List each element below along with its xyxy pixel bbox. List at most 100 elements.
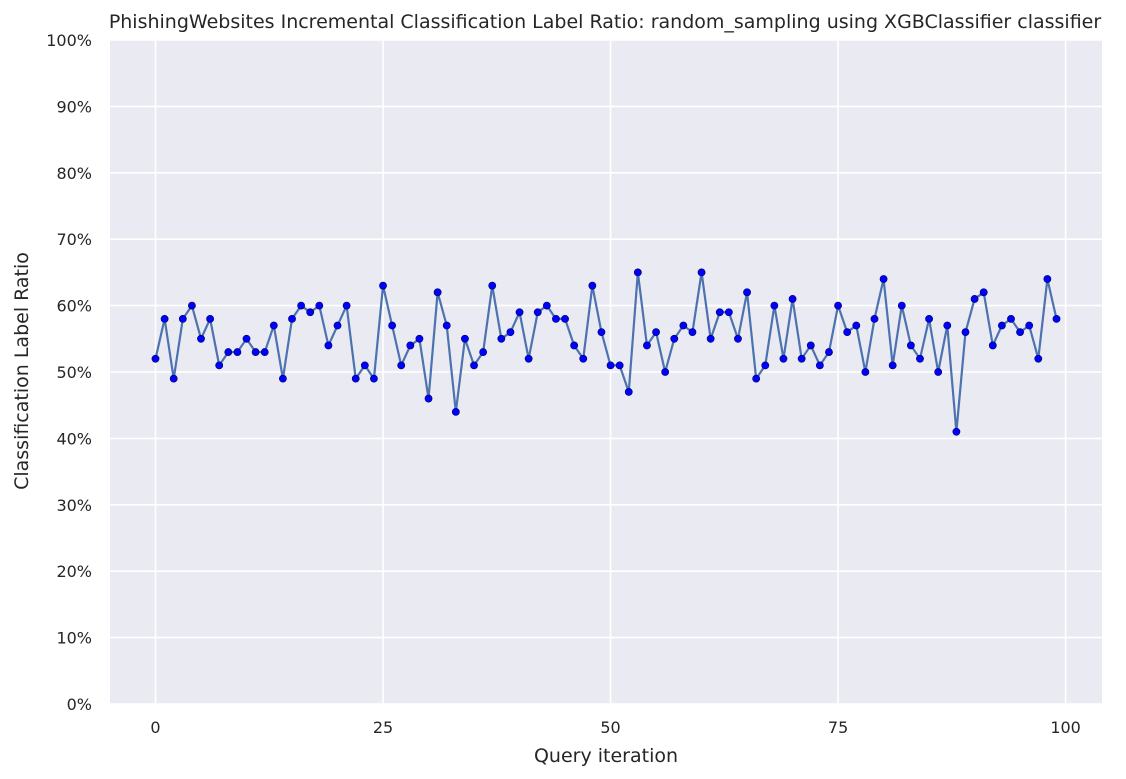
data-point xyxy=(806,341,815,350)
data-point xyxy=(952,427,961,436)
y-tick-label: 20% xyxy=(56,562,92,581)
data-point xyxy=(815,361,824,370)
data-point xyxy=(433,288,442,297)
data-point xyxy=(279,374,287,383)
data-point xyxy=(451,407,460,416)
y-tick-label: 90% xyxy=(56,97,92,116)
y-tick-label: 100% xyxy=(46,31,92,50)
x-axis-label: Query iteration xyxy=(534,745,678,767)
data-point xyxy=(415,334,424,343)
data-point xyxy=(652,328,660,337)
data-point xyxy=(633,268,642,277)
data-point xyxy=(269,321,278,330)
series-line xyxy=(154,272,1058,432)
data-point xyxy=(679,321,688,330)
data-point xyxy=(706,334,715,343)
x-tick-label: 100 xyxy=(1050,718,1081,737)
y-tick-label: 40% xyxy=(56,429,92,448)
data-point xyxy=(388,321,397,330)
data-point xyxy=(979,288,988,297)
data-point xyxy=(943,321,952,330)
y-axis-label: Classification Label Ratio xyxy=(11,252,33,490)
y-tick-label: 70% xyxy=(56,230,92,249)
data-point xyxy=(333,321,342,330)
data-point xyxy=(788,295,797,303)
data-point xyxy=(479,348,488,356)
data-point xyxy=(342,301,351,310)
x-tick-label: 75 xyxy=(828,718,848,737)
data-point xyxy=(970,295,979,303)
data-point xyxy=(852,321,861,330)
data-point xyxy=(715,308,724,317)
data-point xyxy=(597,328,606,337)
data-point xyxy=(843,328,852,337)
data-point xyxy=(870,314,879,323)
data-point xyxy=(215,361,224,370)
data-point xyxy=(406,341,415,350)
y-tick-label: 60% xyxy=(56,297,92,316)
y-tick-label: 80% xyxy=(56,164,92,183)
data-point xyxy=(897,301,906,310)
data-point xyxy=(542,301,551,310)
data-point xyxy=(743,288,751,297)
x-tick-label: 25 xyxy=(373,718,393,737)
y-tick-label: 50% xyxy=(56,363,92,382)
data-point xyxy=(251,348,260,356)
data-point xyxy=(1025,321,1034,330)
data-point xyxy=(360,361,369,370)
data-point xyxy=(470,361,478,370)
data-point xyxy=(288,314,296,323)
data-point xyxy=(1052,314,1061,323)
y-tick-label: 10% xyxy=(56,629,92,648)
data-point xyxy=(779,354,788,363)
data-point xyxy=(606,361,615,370)
data-point xyxy=(834,301,842,310)
data-point xyxy=(1043,275,1052,283)
data-point xyxy=(734,334,742,343)
data-point xyxy=(570,341,579,350)
data-point xyxy=(661,368,670,376)
data-point xyxy=(151,354,160,363)
data-point xyxy=(615,361,624,370)
data-point xyxy=(552,314,560,323)
data-point xyxy=(879,275,888,283)
data-point xyxy=(306,308,315,317)
data-point xyxy=(561,314,569,323)
data-point xyxy=(497,334,506,343)
x-tick-label: 0 xyxy=(150,718,160,737)
data-point xyxy=(324,341,333,350)
data-point xyxy=(770,301,779,310)
data-point xyxy=(916,354,924,363)
data-point xyxy=(160,314,169,323)
data-point xyxy=(752,374,761,383)
data-point xyxy=(379,281,387,290)
data-point xyxy=(906,341,915,350)
data-point xyxy=(488,281,497,290)
data-point xyxy=(579,354,588,363)
data-point xyxy=(351,374,360,383)
data-point xyxy=(461,334,469,343)
data-point xyxy=(370,374,378,383)
data-point xyxy=(934,368,943,376)
data-point xyxy=(169,374,178,383)
y-tick-label: 30% xyxy=(56,496,92,515)
data-point xyxy=(961,328,970,337)
data-point xyxy=(1007,314,1015,323)
chart-title: PhishingWebsites Incremental Classificat… xyxy=(109,11,1102,33)
data-point xyxy=(397,361,406,370)
data-point xyxy=(178,314,187,323)
data-point xyxy=(515,308,524,317)
data-point xyxy=(997,321,1006,330)
x-tick-label: 50 xyxy=(600,718,620,737)
data-point xyxy=(688,328,697,337)
data-point xyxy=(797,354,806,363)
data-point xyxy=(260,348,269,356)
data-point xyxy=(533,308,542,317)
data-point xyxy=(643,341,651,350)
data-point xyxy=(697,268,706,277)
data-point xyxy=(524,354,533,363)
data-point xyxy=(188,301,196,310)
data-point xyxy=(197,334,205,343)
data-point xyxy=(624,388,633,396)
grid xyxy=(110,39,1102,705)
